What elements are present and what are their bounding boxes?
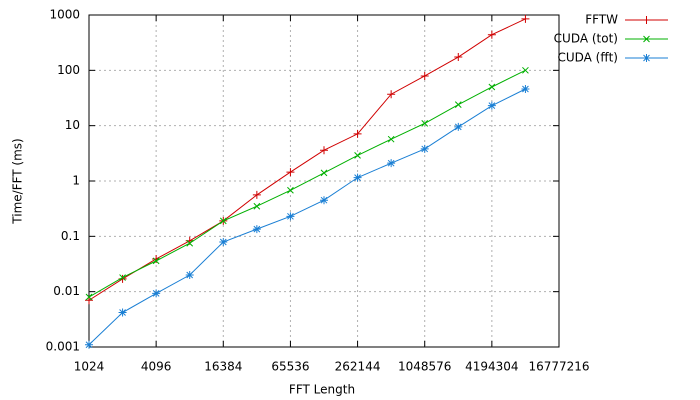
data-point	[353, 129, 362, 138]
data-point	[252, 225, 261, 234]
data-point	[185, 271, 194, 280]
data-point	[119, 274, 126, 281]
data-point	[186, 239, 194, 247]
data-point	[354, 152, 361, 159]
legend-label: CUDA (tot)	[554, 32, 618, 46]
data-point	[488, 83, 496, 91]
data-point	[521, 14, 530, 23]
x-tick-label: 4194304	[465, 360, 518, 374]
data-point	[152, 289, 161, 298]
x-tick-label: 4096	[141, 360, 172, 374]
x-tick-label: 1048576	[398, 360, 451, 374]
series-line	[88, 88, 526, 346]
data-point	[287, 186, 294, 194]
y-tick-label: 1	[72, 174, 80, 188]
data-point	[487, 30, 496, 39]
x-axis-label: FFT Length	[289, 383, 355, 397]
data-point	[454, 101, 462, 108]
legend-marker	[642, 54, 651, 62]
data-point	[152, 257, 160, 265]
y-tick-label: 1000	[49, 8, 80, 22]
legend-label: FFTW	[585, 13, 618, 27]
y-tick-label: 10	[65, 118, 80, 132]
data-point	[118, 308, 127, 317]
data-point	[320, 196, 328, 205]
data-point	[421, 120, 429, 127]
x-tick-label: 262144	[335, 360, 381, 374]
series-line	[88, 18, 526, 301]
data-point	[85, 340, 93, 349]
y-tick-label: 100	[57, 63, 80, 77]
data-point	[320, 169, 328, 177]
x-tick-label: 1024	[74, 360, 105, 374]
data-point	[85, 293, 93, 301]
legend-label: CUDA (fft)	[557, 51, 618, 65]
data-point	[454, 53, 463, 62]
data-point	[253, 202, 261, 210]
legend-marker	[643, 35, 650, 43]
y-axis-label: Time/FFT (ms)	[11, 138, 25, 224]
data-point	[252, 190, 261, 199]
data-point	[420, 144, 429, 153]
data-point	[387, 159, 396, 168]
data-point	[286, 168, 295, 177]
x-tick-label: 16777216	[528, 360, 589, 374]
data-point	[320, 146, 328, 155]
data-point	[286, 212, 295, 221]
data-point	[420, 71, 429, 80]
y-tick-label: 0.001	[46, 340, 80, 354]
x-tick-label: 65536	[271, 360, 309, 374]
data-point	[387, 135, 395, 143]
data-point	[521, 84, 530, 93]
data-point	[454, 122, 463, 131]
y-tick-label: 0.1	[61, 229, 80, 243]
data-point	[219, 217, 227, 225]
x-tick-label: 16384	[204, 360, 242, 374]
data-point	[353, 173, 362, 182]
legend-marker	[642, 16, 651, 24]
y-tick-label: 0.01	[53, 284, 80, 298]
series-line	[88, 69, 526, 298]
data-point	[219, 237, 228, 246]
data-point	[522, 66, 529, 74]
data-point	[387, 90, 396, 99]
data-point	[487, 101, 496, 110]
